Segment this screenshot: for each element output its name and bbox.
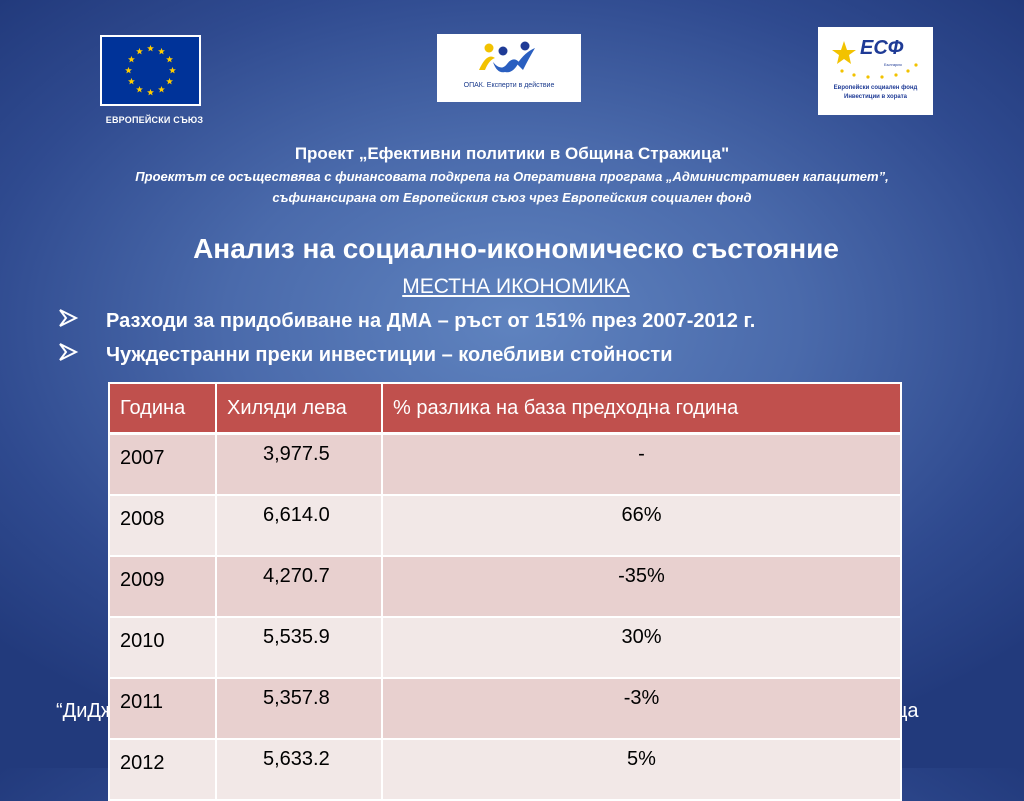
eu-caption: ЕВРОПЕЙСКИ СЪЮЗ [105, 115, 204, 125]
cell-percent: 5% [381, 738, 902, 801]
table-row: 2012 5,633.2 5% [108, 738, 902, 801]
project-funding-line-1: Проектът се осъществява с финансовата по… [135, 169, 889, 184]
opak-logo: ОПАК. Експерти в действие [437, 34, 581, 102]
esf-logo: ЕСФ България Европейски социален фонд Ин… [818, 27, 933, 115]
table-row: 2007 3,977.5 - [108, 432, 902, 496]
eu-star-icon [147, 88, 154, 96]
eu-stars-icon [125, 44, 176, 96]
table-row: 2010 5,535.9 30% [108, 616, 902, 679]
eu-star-icon [128, 77, 135, 85]
bullet-text: Разходи за придобиване на ДМА – ръст от … [106, 309, 756, 332]
table-row: 2008 6,614.0 66% [108, 494, 902, 557]
cell-year: 2007 [108, 432, 217, 496]
cell-value: 5,535.9 [215, 616, 383, 679]
eu-star-icon [136, 85, 143, 93]
cell-year: 2011 [108, 677, 217, 740]
cell-value: 5,357.8 [215, 677, 383, 740]
eu-star-icon [169, 66, 176, 74]
esf-caption-2: Инвестиции в хората [844, 94, 907, 100]
bullet-item: Чуждестранни преки инвестиции – колеблив… [58, 342, 672, 368]
cell-percent: -3% [381, 677, 902, 740]
cell-percent: -35% [381, 555, 902, 618]
eu-star-icon [158, 85, 165, 93]
bullet-item: Разходи за придобиване на ДМА – ръст от … [58, 308, 755, 334]
cell-value: 4,270.7 [215, 555, 383, 618]
cell-value: 5,633.2 [215, 738, 383, 801]
slide-heading: Анализ на социално-икономическо състояни… [193, 233, 839, 264]
eu-flag-icon [102, 37, 199, 104]
eu-star-icon [158, 47, 165, 55]
table-row: 2011 5,357.8 -3% [108, 677, 902, 740]
arrow-bullet-icon [58, 308, 88, 334]
data-table: Година Хиляди лева % разлика на база пре… [108, 382, 902, 801]
project-title: Проект „Ефективни политики в Община Стра… [294, 144, 730, 163]
eu-star-icon [166, 55, 173, 63]
opak-figures-icon [479, 41, 535, 73]
cell-percent: 66% [381, 494, 902, 557]
column-header-value: Хиляди лева [215, 382, 383, 435]
cell-percent: - [381, 432, 902, 496]
column-header-year: Година [108, 382, 217, 435]
esf-subtitle: България [884, 62, 902, 67]
opak-caption: ОПАК. Експерти в действие [463, 82, 555, 89]
column-header-percent: % разлика на база предходна година [381, 382, 902, 435]
esf-title: ЕСФ [860, 37, 904, 59]
cell-year: 2012 [108, 738, 217, 801]
project-funding-line-2: съфинансирана от Европейския съюз чрез Е… [272, 190, 752, 205]
cell-year: 2009 [108, 555, 217, 618]
slide-subheading: МЕСТНА ИКОНОМИКА [402, 275, 630, 298]
cell-percent: 30% [381, 616, 902, 679]
esf-caption-1: Европейски социален фонд [833, 85, 918, 91]
cell-year: 2010 [108, 616, 217, 679]
table-header-row: Година Хиляди лева % разлика на база пре… [108, 382, 902, 435]
footer-left-text: “ДиДж [56, 700, 115, 722]
cell-value: 3,977.5 [215, 432, 383, 496]
eu-star-icon [147, 44, 154, 52]
esf-stars-icon [832, 41, 918, 79]
eu-flag-logo [100, 35, 201, 106]
eu-star-icon [125, 66, 132, 74]
cell-value: 6,614.0 [215, 494, 383, 557]
eu-star-icon [128, 55, 135, 63]
bullet-text: Чуждестранни преки инвестиции – колеблив… [106, 343, 673, 366]
cell-year: 2008 [108, 494, 217, 557]
arrow-bullet-icon [58, 342, 88, 368]
table-row: 2009 4,270.7 -35% [108, 555, 902, 618]
eu-star-icon [136, 47, 143, 55]
eu-star-icon [166, 77, 173, 85]
